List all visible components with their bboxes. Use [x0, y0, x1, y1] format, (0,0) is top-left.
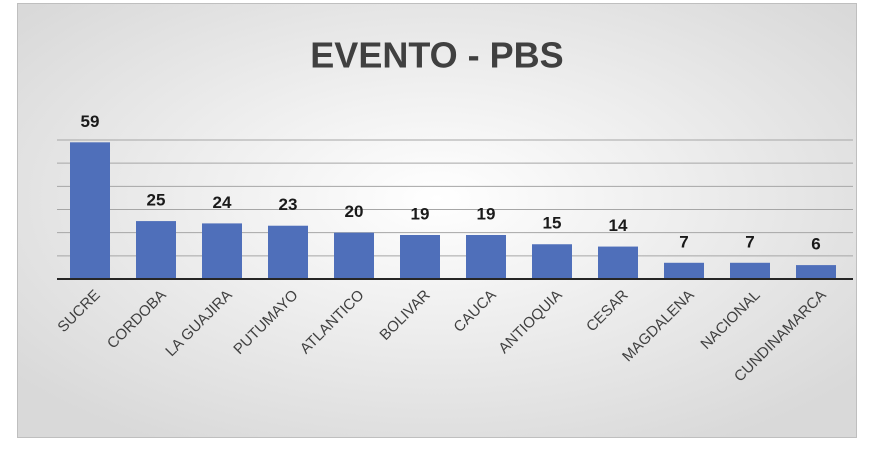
data-label: 19 — [411, 204, 430, 223]
bar — [664, 262, 704, 279]
bar — [598, 246, 638, 279]
bar — [796, 265, 836, 279]
bar — [136, 221, 176, 279]
bar — [466, 234, 506, 279]
bar — [70, 142, 110, 279]
data-label: 6 — [811, 235, 820, 254]
data-label: 14 — [609, 216, 628, 235]
bar — [202, 223, 242, 279]
data-label: 24 — [213, 193, 232, 212]
chart-title: EVENTO - PBS — [310, 35, 563, 76]
bar — [532, 244, 572, 279]
bar — [400, 234, 440, 279]
data-label: 7 — [745, 232, 754, 251]
chart-frame — [17, 3, 857, 438]
bar — [334, 232, 374, 279]
data-label: 25 — [147, 191, 166, 210]
data-label: 20 — [345, 202, 364, 221]
data-label: 59 — [81, 112, 100, 131]
bar — [730, 262, 770, 279]
bar — [268, 225, 308, 279]
data-label: 15 — [543, 214, 562, 233]
data-label: 7 — [679, 232, 688, 251]
data-label: 23 — [279, 195, 298, 214]
data-label: 19 — [477, 204, 496, 223]
